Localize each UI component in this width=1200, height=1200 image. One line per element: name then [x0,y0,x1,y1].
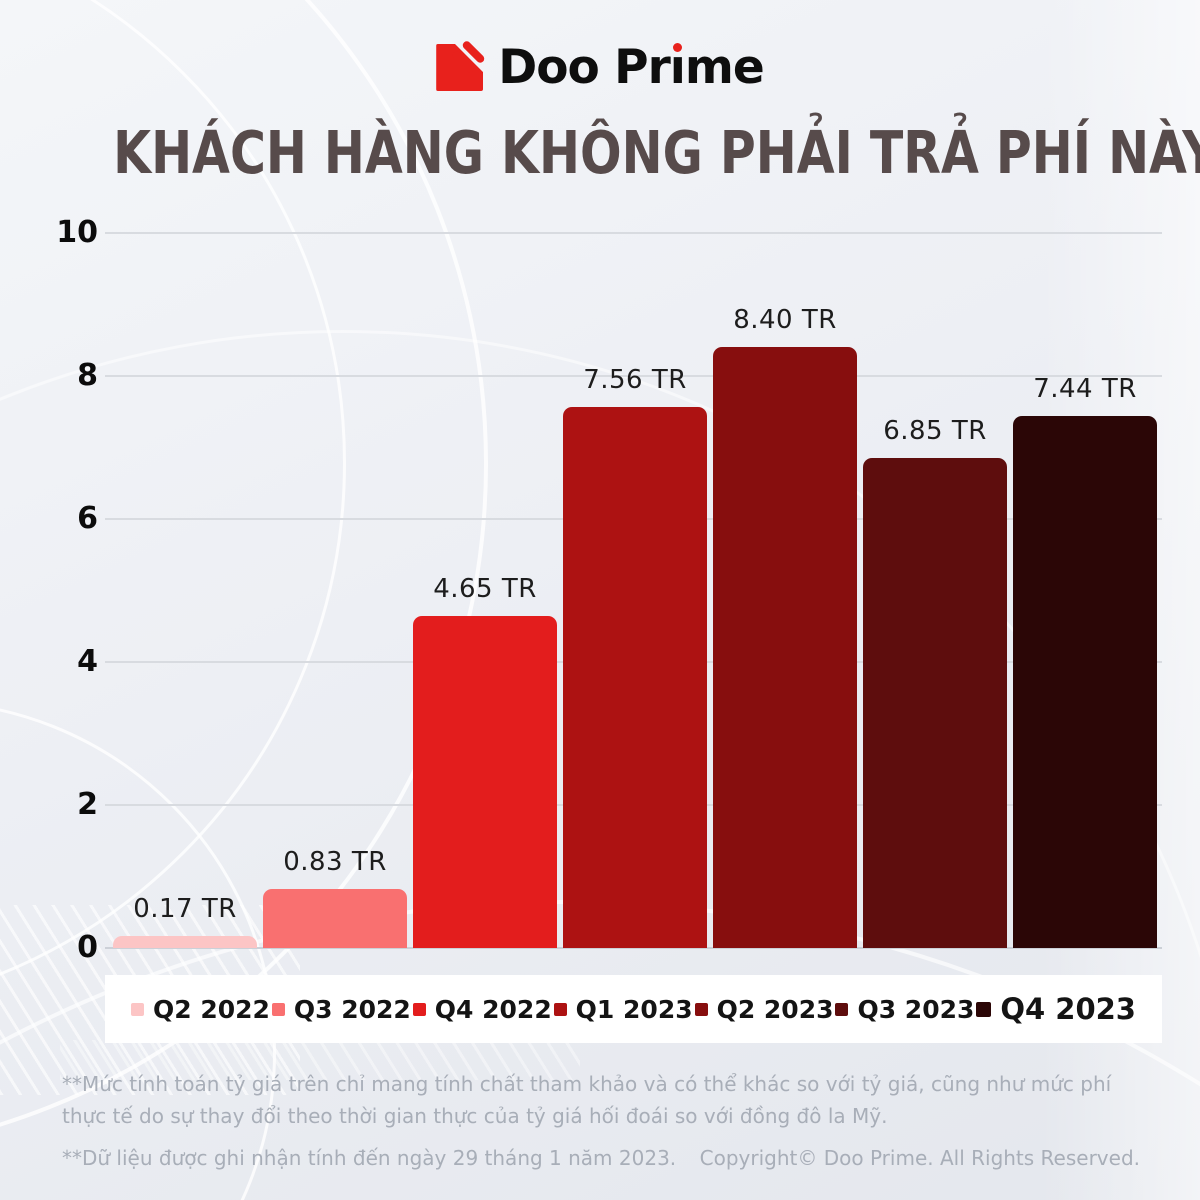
logo-text-pre: Doo Pr [498,40,671,95]
logo-wordmark: Doo Prı me [498,43,765,91]
legend-label: Q3 2022 [293,994,411,1024]
page-title-text: KHÁCH HÀNG KHÔNG PHẢI TRẢ PHÍ NÀY [113,118,1200,187]
legend-label: Q2 2023 [716,994,834,1024]
bar-q1-2023 [563,407,707,948]
bar-q4-2022 [413,616,557,948]
chart-legend: Q2 2022 Q3 2022 Q4 2022 Q1 2023 Q2 2023 Q3 20… [105,975,1162,1043]
gridline [105,375,1162,377]
y-axis-tick-label: 0 [77,930,98,965]
bar-value-label-q3-2023: 6.85 TR [883,416,987,446]
bar-q2-2022 [113,936,257,948]
page-title: KHÁCH HÀNG KHÔNG PHẢI TRẢ PHÍ NÀY [0,118,1200,187]
footnote-exchange-rate: **Mức tính toán tỷ giá trên chỉ mang tín… [62,1072,1112,1129]
y-axis-tick-label: 8 [77,358,98,393]
logo-text-post: me [684,40,765,95]
legend-item-q3-2022: Q3 2022 [271,994,411,1024]
legend-swatch-icon [694,1002,708,1016]
y-axis-tick-label: 2 [77,787,98,822]
legend-label: Q1 2023 [575,994,693,1024]
doo-prime-logo: Doo Prı me [0,39,1200,91]
logo-i-stem: ı [669,40,686,95]
bar-value-label-q2-2023: 8.40 TR [733,305,837,335]
legend-item-q2-2023: Q2 2023 [694,994,834,1024]
bar-q3-2023 [863,458,1007,948]
logo-i-dot-icon [673,43,683,52]
legend-swatch-icon [412,1002,426,1016]
legend-item-q4-2022: Q4 2022 [412,994,552,1024]
bar-value-label-q4-2023: 7.44 TR [1033,374,1137,404]
bar-value-label-q2-2022: 0.17 TR [133,894,237,924]
legend-swatch-icon [131,1002,144,1016]
bar-q4-2023 [1013,416,1157,948]
legend-item-q1-2023: Q1 2023 [553,994,693,1024]
legend-swatch-icon [271,1002,285,1016]
legend-label: Q3 2023 [857,994,975,1024]
gridline [105,232,1162,234]
legend-item-q3-2023: Q3 2023 [835,995,974,1024]
bar-value-label-q3-2022: 0.83 TR [283,847,387,877]
y-axis-tick-label: 6 [77,501,98,536]
bar-value-label-q1-2023: 7.56 TR [583,365,687,395]
legend-label: Q4 2023 [1000,992,1136,1026]
bar-q2-2023 [713,347,857,948]
doo-prime-logo-icon [436,39,487,91]
legend-label: Q4 2022 [434,994,552,1024]
y-axis-tick-label: 10 [56,215,98,250]
legend-item-q4-2023: Q4 2023 [976,992,1136,1026]
copyright-text: Copyright© Doo Prime. All Rights Reserve… [699,1146,1140,1170]
bar-value-label-q4-2022: 4.65 TR [433,574,537,604]
legend-swatch-icon [976,1001,992,1017]
legend-label: Q2 2022 [153,994,270,1024]
legend-swatch-icon [835,1002,849,1016]
legend-item-q2-2022: Q2 2022 [131,995,270,1024]
logo-letter-i: ı [670,43,686,91]
x-axis-line [105,947,1162,949]
footnote-data-date: **Dữ liệu được ghi nhận tính đến ngày 29… [62,1146,677,1170]
legend-swatch-icon [553,1002,567,1016]
y-axis-tick-label: 4 [77,644,98,679]
